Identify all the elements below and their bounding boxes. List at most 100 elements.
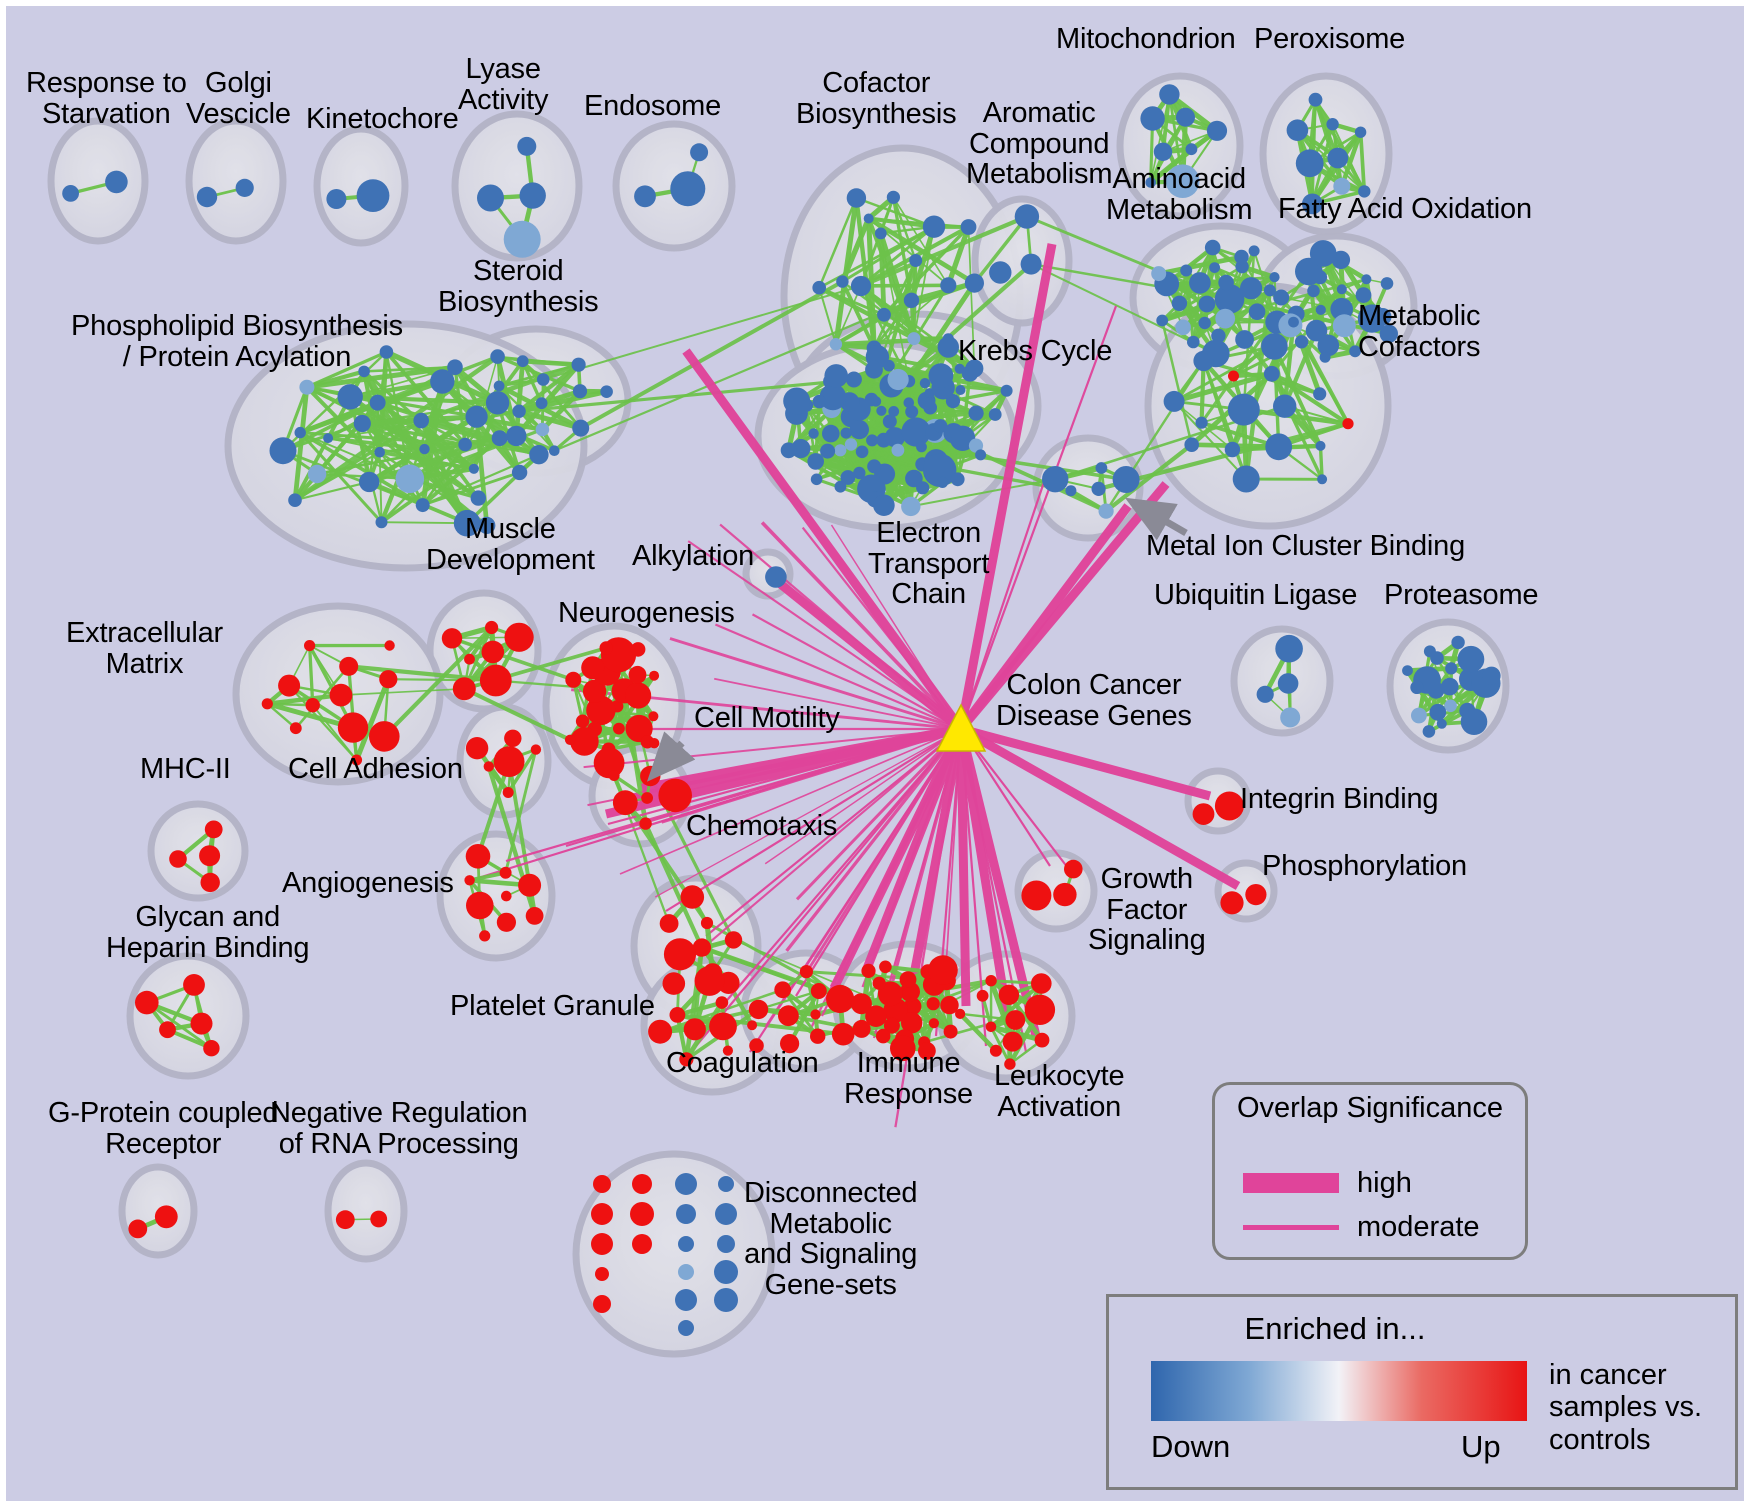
cluster-nodes-coagulation: [748, 965, 855, 1054]
hub-edge-moderate: [960, 728, 1051, 867]
label-endosome: Endosome: [584, 90, 722, 122]
hub-edge-high: [956, 243, 1057, 730]
network-graph: [47, 72, 1510, 1358]
label-negative-regulation-rna-processing: Negative Regulation of RNA Processing: [270, 1097, 528, 1160]
disconnected-node: [717, 1235, 735, 1253]
label-cell-motility: Cell Motility: [694, 702, 840, 734]
disconnected-node: [678, 1236, 694, 1252]
cluster-nodes-growth-factor-signaling: [1021, 859, 1083, 911]
cluster-nodes-endosome: [634, 143, 709, 208]
cluster-nodes-immune-response: [850, 955, 959, 1062]
label-phosphorylation: Phosphorylation: [1262, 850, 1467, 882]
cluster-nodes-cell-adhesion: [465, 729, 542, 798]
label-immune-response: Immune Response: [844, 1047, 973, 1110]
cluster-halo-negative-regulation-rna-processing: [324, 1159, 408, 1263]
hub-edge-moderate: [760, 521, 963, 731]
label-mhc-ii: MHC-II: [140, 753, 231, 785]
hub-edge-moderate: [751, 613, 962, 730]
disconnected-node: [591, 1233, 613, 1255]
hub-edge-moderate: [619, 728, 962, 875]
label-integrin-binding: Integrin Binding: [1240, 783, 1439, 815]
cluster-halo-golgi-vesicle: [185, 117, 287, 245]
hub-edge-high: [957, 503, 1132, 732]
label-angiogenesis: Angiogenesis: [282, 867, 454, 899]
cluster-nodes-proteasome: [1402, 635, 1501, 738]
colon-cancer-disease-genes-hub[interactable]: [935, 703, 987, 752]
hub-edge-high: [682, 348, 965, 732]
legend-enrichment-context: in cancer samples vs. controls: [1549, 1359, 1703, 1456]
label-extracellular-matrix: Extracellular Matrix: [66, 617, 223, 680]
disconnected-node: [676, 1204, 696, 1224]
hub-edge-moderate: [705, 728, 962, 937]
cluster-halo-angiogenesis: [436, 830, 556, 962]
label-steroid-biosynthesis: Steroid Biosynthesis: [438, 255, 599, 318]
hub-edge-high: [956, 728, 1013, 1022]
cluster-nodes-lyase-activity: [477, 136, 546, 258]
enrichment-color-bar: [1151, 1361, 1527, 1421]
disconnected-node: [718, 1176, 734, 1192]
cluster-nodes-glycan-heparin-binding: [135, 974, 220, 1057]
hub-edge-high: [959, 724, 1212, 801]
hub-edge-moderate: [945, 728, 962, 967]
label-cofactor-biosynthesis: Cofactor Biosynthesis: [796, 67, 957, 130]
label-phospholipid-biosynthesis: Phospholipid Biosynthesis / Protein Acyl…: [71, 310, 403, 373]
label-cell-adhesion: Cell Adhesion: [288, 753, 463, 785]
hub-edge-moderate: [830, 524, 962, 730]
cluster-nodes-metal-ion-cluster-binding: [1042, 462, 1140, 519]
disconnected-node: [675, 1173, 697, 1195]
label-krebs-cycle: Krebs Cycle: [958, 335, 1113, 367]
legend-label-up: Up: [1461, 1429, 1501, 1464]
hub-edge-high: [958, 725, 1241, 890]
disconnected-node: [632, 1174, 652, 1194]
disconnected-node: [593, 1175, 611, 1193]
label-chemotaxis: Chemotaxis: [686, 810, 838, 842]
hub-edge-moderate: [587, 728, 962, 807]
hub-edge-moderate: [719, 523, 962, 730]
cluster-nodes-peroxisome: [1286, 92, 1371, 215]
cluster-nodes-metabolic-cofactors: [1163, 316, 1354, 493]
hub-edge-moderate: [959, 475, 1048, 730]
cluster-nodes-integrin-binding: [1192, 791, 1244, 825]
disconnected-node: [678, 1320, 694, 1336]
cluster-nodes-g-protein-coupled-receptor: [128, 1205, 178, 1239]
label-electron-transport-chain: Electron Transport Chain: [868, 517, 990, 611]
disconnected-node: [675, 1289, 697, 1311]
hub-edge-moderate: [795, 727, 963, 901]
legend-label-high: high: [1357, 1167, 1412, 1199]
hub-node[interactable]: [935, 703, 987, 752]
legend-label-down: Down: [1151, 1429, 1231, 1464]
hub-edge-moderate: [764, 728, 962, 865]
cluster-nodes-platelet-granule: [648, 966, 764, 1067]
cluster-nodes-muscle-development: [441, 620, 534, 701]
hub-edge-moderate: [665, 728, 962, 912]
label-platelet-granule: Platelet Granule: [450, 990, 655, 1022]
cluster-nodes-negative-regulation-rna-processing: [335, 1210, 388, 1230]
hub-edge-moderate: [894, 728, 963, 1128]
cluster-nodes-response-to-starvation: [62, 170, 128, 202]
cluster-nodes-mitochondrion: [1140, 84, 1228, 198]
label-glycan-heparin-binding: Glycan and Heparin Binding: [106, 901, 310, 964]
hub-edge-moderate: [661, 727, 962, 824]
disconnected-node: [591, 1203, 613, 1225]
label-lyase-activity: Lyase Activity: [458, 53, 549, 116]
arrow-metal-ion-cluster-binding: [1124, 497, 1188, 541]
legend-enrichment: Enriched in... Down Up in cancer samples…: [1106, 1294, 1738, 1490]
label-peroxisome: Peroxisome: [1254, 23, 1406, 55]
disconnected-grid-nodes: [591, 1173, 738, 1336]
legend-enrichment-title: Enriched in...: [1244, 1311, 1426, 1346]
label-fatty-acid-oxidation: Fatty Acid Oxidation: [1278, 193, 1532, 225]
label-response-to-starvation: Response to Starvation: [26, 67, 187, 130]
cluster-halo-glycan-heparin-binding: [126, 952, 250, 1080]
cluster-halo-lyase-activity: [451, 110, 583, 262]
disconnected-node: [595, 1267, 609, 1281]
label-colon-cancer-disease-genes: Colon Cancer Disease Genes: [996, 669, 1192, 732]
cluster-nodes-kinetochore: [326, 179, 390, 213]
cluster-nodes-neurogenesis: [564, 637, 660, 779]
label-disconnected-gene-sets: Disconnected Metabolic and Signaling Gen…: [744, 1177, 918, 1302]
disconnected-node: [630, 1202, 654, 1226]
legend-swatch-moderate: [1243, 1225, 1339, 1230]
hub-edge-moderate: [801, 526, 962, 730]
label-aromatic-compound-metabolism: Aromatic Compound Metabolism: [966, 97, 1113, 191]
cluster-halo-response-to-starvation: [47, 117, 149, 245]
